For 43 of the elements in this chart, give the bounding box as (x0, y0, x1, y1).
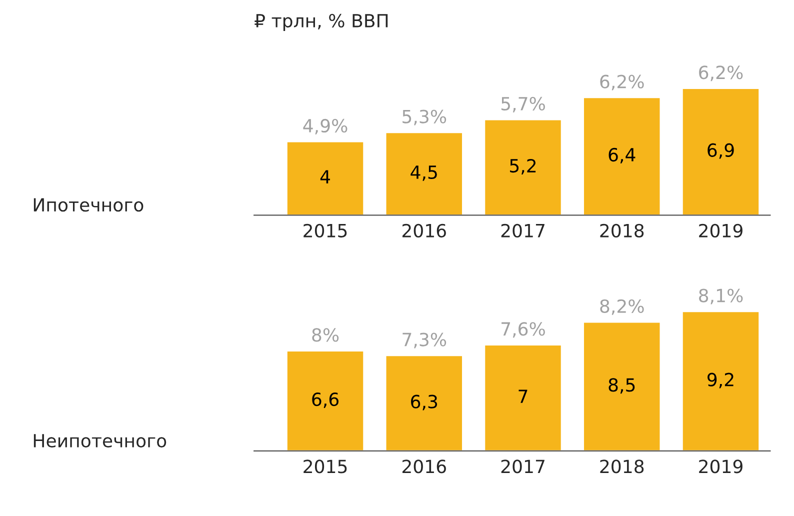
x-tick-label: 2015 (304, 460, 347, 474)
data-label: 6,6 (312, 392, 338, 408)
bar (286, 350, 365, 451)
annotation: 8,1% (699, 288, 743, 304)
annotation: 7,6% (502, 322, 545, 338)
bar (384, 132, 464, 216)
x-tick-label: 2017 (501, 224, 544, 238)
data-label: 8,5 (608, 378, 635, 394)
bar (681, 88, 760, 216)
bar (582, 96, 662, 216)
annotation: 7,3% (402, 332, 446, 348)
annotation: 6,2% (699, 66, 743, 82)
x-tick-label: 2016 (402, 460, 446, 474)
bar (286, 140, 365, 216)
data-label: 6,9 (708, 143, 734, 159)
data-label: 6,3 (411, 394, 438, 410)
x-tick-label: 2018 (600, 460, 644, 474)
y-axis-title: Ипотечного (34, 198, 144, 212)
y-axis-title: Неипотечного (34, 434, 166, 448)
x-tick-label: 2016 (402, 224, 446, 238)
chart-title: ₽ трлн, % ВВП (254, 14, 388, 32)
data-label: 5,2 (510, 158, 536, 174)
annotation: 6,2% (600, 74, 644, 90)
bar (582, 321, 662, 451)
data-label: 4 (320, 170, 330, 184)
data-label: 6,4 (608, 148, 636, 164)
x-tick-label: 2015 (304, 224, 347, 238)
bar (484, 118, 562, 216)
annotation: 5,3% (402, 110, 446, 126)
x-tick-label: 2017 (501, 460, 544, 474)
x-tick-label: 2019 (699, 224, 742, 238)
bar (484, 344, 562, 451)
bar (681, 310, 760, 451)
bar (384, 354, 464, 451)
data-label: 9,2 (708, 372, 734, 388)
x-tick-label: 2019 (699, 460, 742, 474)
annotation: 8,2% (600, 299, 644, 315)
annotation: 5,7% (501, 96, 545, 112)
data-label: 7 (518, 390, 528, 403)
x-tick-label: 2018 (600, 224, 644, 238)
data-label: 4,5 (410, 166, 437, 181)
annotation: 4,9% (303, 118, 348, 134)
annotation: 8% (312, 328, 339, 342)
